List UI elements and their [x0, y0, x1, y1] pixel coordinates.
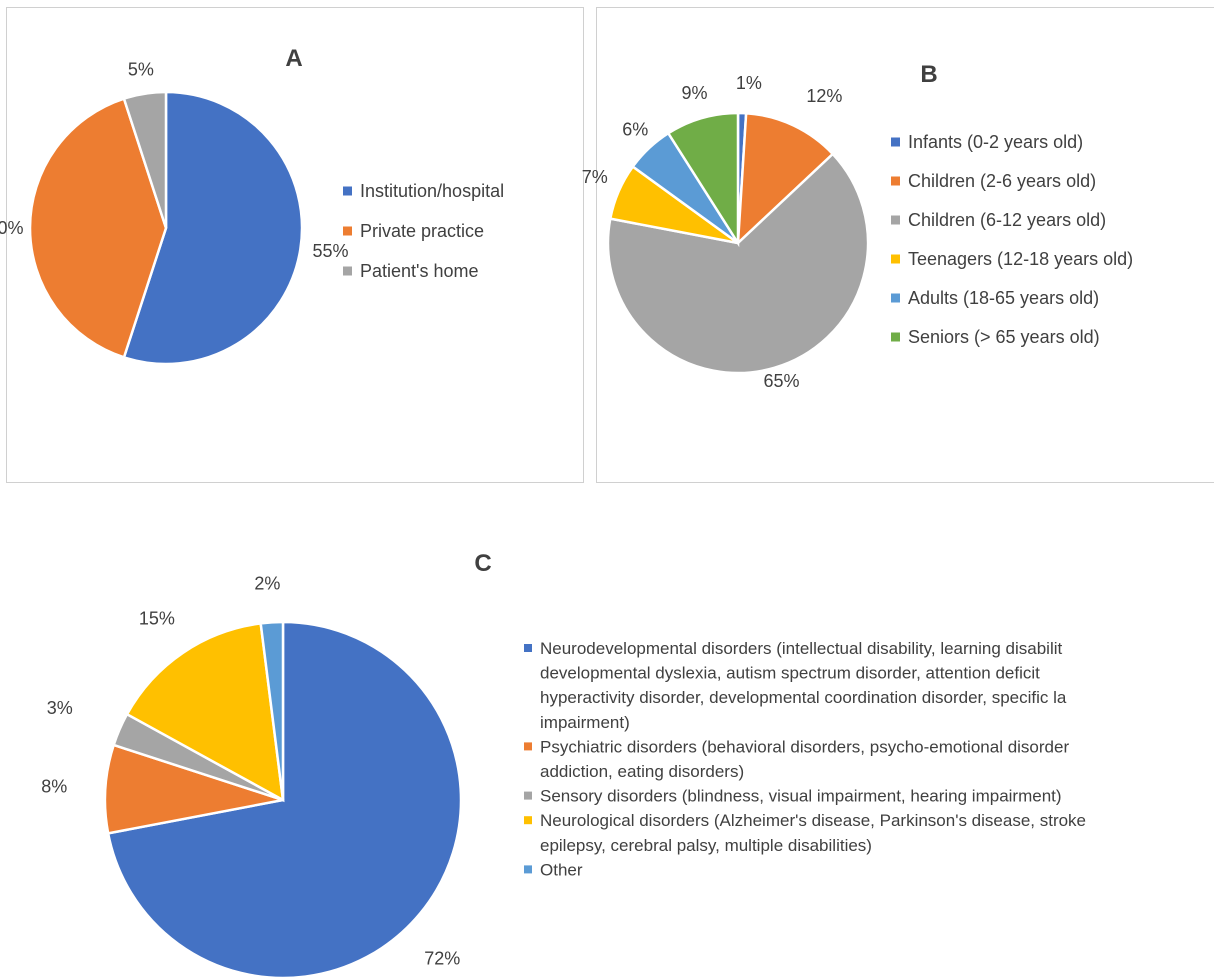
- data-label-psychiatric-disorders-behavioral-disorde: 8%: [41, 776, 67, 796]
- legend-swatch-infants-0-2-years-old: [891, 137, 900, 147]
- legend-label-neurological-disorders-alzheimer-s-disea: Neurological disorders (Alzheimer's dise…: [540, 811, 1086, 830]
- legend-label-neurodevelopmental-disorders-intellectua: impairment): [540, 713, 630, 732]
- legend-label-institution-hospital: Institution/hospital: [360, 181, 504, 201]
- legend-swatch-adults-18-65-years-old: [891, 293, 900, 303]
- legend-label-children-6-12-years-old: Children (6-12 years old): [908, 210, 1106, 230]
- chart-b: B 1% 12% 65% 7% 6% 9% Infants (0-2 years old)…: [582, 61, 1133, 391]
- data-label-teenagers-12-18-years-old: 7%: [582, 167, 608, 187]
- chart-a: A 55% 40% 5% Institution/hospital Private p…: [0, 45, 504, 366]
- pie-slice-institution-hospital: [122, 90, 304, 366]
- legend-label-adults-18-65-years-old: Adults (18-65 years old): [908, 288, 1099, 308]
- legend-label-infants-0-2-years-old: Infants (0-2 years old): [908, 132, 1083, 152]
- legend-label-neurological-disorders-alzheimer-s-disea: epilepsy, cerebral palsy, multiple disab…: [540, 836, 872, 855]
- legend-swatch-neurodevelopmental-disorders-intellectua: [524, 644, 532, 652]
- data-label-institution-hospital: 55%: [312, 241, 348, 261]
- legend-label-psychiatric-disorders-behavioral-disorde: Psychiatric disorders (behavioral disord…: [540, 737, 1069, 756]
- data-label-neurological-disorders-alzheimer-s-disea: 15%: [139, 608, 175, 628]
- chart-c-title: C: [474, 550, 491, 577]
- legend-swatch-seniors-65-years-old: [891, 332, 900, 342]
- chart-c: C 72% 8% 3% 15% 2% Neurodevelopmental disord…: [41, 550, 1086, 977]
- pie-slice-patient-s-home: [122, 90, 168, 229]
- data-label-infants-0-2-years-old: 1%: [736, 73, 762, 93]
- pie-slice-seniors-65-years-old: [666, 111, 740, 248]
- pie-slice-psychiatric-disorders-behavioral-disorde: [103, 743, 284, 835]
- pie-slice-children-2-6-years-old: [736, 111, 835, 247]
- legend-label-private-practice: Private practice: [360, 221, 484, 241]
- data-label-patient-s-home: 5%: [128, 60, 154, 80]
- legend-label-teenagers-12-18-years-old: Teenagers (12-18 years old): [908, 249, 1133, 269]
- data-label-private-practice: 40%: [0, 218, 24, 238]
- pie-slice-private-practice: [28, 97, 168, 359]
- data-label-children-2-6-years-old: 12%: [806, 86, 842, 106]
- data-label-adults-18-65-years-old: 6%: [622, 119, 648, 139]
- data-label-sensory-disorders-blindness-visual-impai: 3%: [47, 698, 73, 718]
- data-label-neurodevelopmental-disorders-intellectua: 72%: [424, 948, 460, 968]
- legend-label-neurodevelopmental-disorders-intellectua: hyperactivity disorder, developmental co…: [540, 688, 1067, 707]
- legend-label-sensory-disorders-blindness-visual-impai: Sensory disorders (blindness, visual imp…: [540, 787, 1062, 806]
- pie-slice-children-6-12-years-old: [606, 152, 870, 375]
- legend-swatch-private-practice: [343, 226, 352, 236]
- data-label-other: 2%: [254, 573, 280, 593]
- legend-swatch-other: [524, 865, 532, 874]
- legend-swatch-neurological-disorders-alzheimer-s-disea: [524, 816, 532, 825]
- pie-slice-other: [259, 620, 285, 801]
- legend-label-patient-s-home: Patient's home: [360, 261, 479, 281]
- data-label-seniors-65-years-old: 9%: [681, 83, 707, 103]
- chart-b-title: B: [920, 61, 937, 88]
- legend-label-children-2-6-years-old: Children (2-6 years old): [908, 171, 1096, 191]
- legend-swatch-teenagers-12-18-years-old: [891, 254, 900, 264]
- legend-swatch-institution-hospital: [343, 186, 352, 196]
- chart-a-title: A: [285, 45, 302, 72]
- legend-label-seniors-65-years-old: Seniors (> 65 years old): [908, 327, 1100, 347]
- legend-swatch-psychiatric-disorders-behavioral-disorde: [524, 742, 532, 751]
- legend-swatch-sensory-disorders-blindness-visual-impai: [524, 791, 532, 800]
- legend-swatch-patient-s-home: [343, 266, 352, 276]
- pie-slice-neurological-disorders-alzheimer-s-disea: [125, 622, 285, 803]
- legend-label-psychiatric-disorders-behavioral-disorde: addiction, eating disorders): [540, 762, 744, 781]
- legend-label-neurodevelopmental-disorders-intellectua: developmental dyslexia, autism spectrum …: [540, 664, 1040, 683]
- legend-label-other: Other: [540, 860, 583, 879]
- pie-slice-neurodevelopmental-disorders-intellectua: [106, 620, 463, 977]
- legend-swatch-children-6-12-years-old: [891, 215, 900, 225]
- legend-swatch-children-2-6-years-old: [891, 176, 900, 186]
- legend-label-neurodevelopmental-disorders-intellectua: Neurodevelopmental disorders (intellectu…: [540, 639, 1063, 658]
- data-label-children-6-12-years-old: 65%: [763, 371, 799, 391]
